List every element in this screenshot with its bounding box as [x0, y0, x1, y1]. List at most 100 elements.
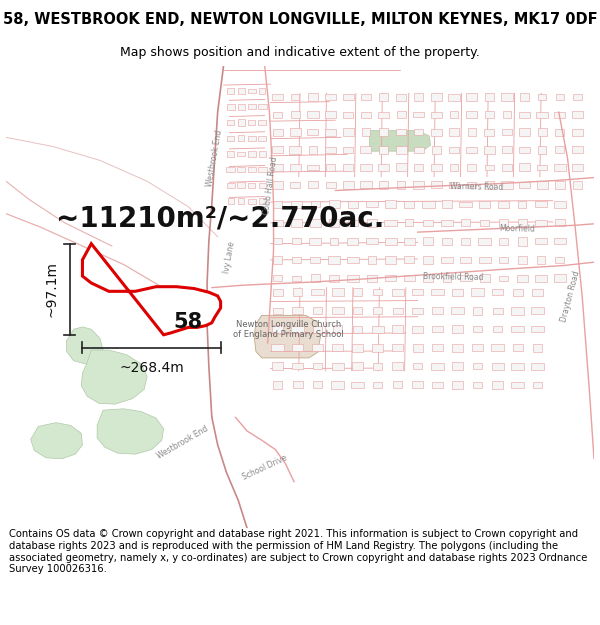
Bar: [332, 307, 344, 314]
Bar: [484, 129, 494, 136]
Bar: [238, 119, 245, 126]
Bar: [290, 111, 300, 118]
Bar: [392, 326, 403, 333]
Bar: [258, 168, 266, 172]
Bar: [533, 344, 542, 352]
Bar: [572, 181, 583, 189]
Bar: [555, 219, 565, 226]
Bar: [556, 146, 565, 153]
Bar: [272, 289, 283, 296]
Bar: [412, 308, 423, 314]
Bar: [431, 289, 444, 295]
Bar: [292, 363, 303, 369]
Bar: [311, 289, 324, 295]
Bar: [472, 344, 483, 351]
Bar: [556, 94, 564, 100]
Bar: [290, 128, 301, 136]
Bar: [271, 344, 284, 351]
Bar: [460, 257, 472, 263]
Bar: [485, 164, 494, 170]
Bar: [362, 129, 370, 136]
Bar: [511, 326, 524, 332]
Bar: [572, 129, 583, 136]
Bar: [520, 93, 529, 101]
Bar: [372, 344, 383, 352]
Bar: [535, 201, 547, 208]
Bar: [272, 146, 283, 154]
Bar: [572, 146, 583, 153]
Bar: [361, 94, 371, 100]
Bar: [452, 326, 463, 333]
Bar: [328, 256, 340, 264]
Bar: [248, 104, 256, 109]
Bar: [347, 257, 359, 263]
Bar: [325, 147, 336, 152]
Bar: [291, 219, 302, 227]
Bar: [272, 129, 283, 136]
Bar: [307, 111, 319, 118]
Bar: [258, 136, 266, 141]
Bar: [378, 164, 389, 171]
Bar: [293, 288, 302, 296]
Bar: [412, 289, 423, 295]
Bar: [248, 199, 256, 204]
Bar: [471, 288, 484, 296]
Bar: [373, 289, 382, 296]
Bar: [498, 201, 509, 208]
Bar: [307, 164, 319, 170]
Bar: [259, 88, 265, 94]
Bar: [480, 274, 490, 282]
Bar: [325, 111, 336, 118]
Bar: [412, 381, 423, 388]
Bar: [238, 152, 245, 156]
Bar: [273, 238, 283, 244]
Text: Newton Longville Church
of England Primary School: Newton Longville Church of England Prima…: [233, 319, 344, 339]
Bar: [392, 308, 403, 314]
Polygon shape: [81, 350, 147, 404]
Bar: [414, 93, 424, 101]
Bar: [519, 111, 530, 118]
Text: Contains OS data © Crown copyright and database right 2021. This information is : Contains OS data © Crown copyright and d…: [9, 529, 587, 574]
Bar: [227, 88, 234, 94]
Bar: [290, 182, 300, 188]
Bar: [238, 198, 244, 204]
Bar: [227, 136, 234, 141]
Bar: [555, 181, 565, 189]
Bar: [292, 257, 301, 263]
Bar: [466, 147, 477, 152]
Polygon shape: [82, 244, 221, 335]
Bar: [392, 344, 403, 351]
Bar: [473, 363, 482, 369]
Bar: [452, 362, 463, 370]
Bar: [449, 128, 459, 136]
Bar: [272, 164, 283, 171]
Bar: [310, 257, 320, 263]
Bar: [404, 276, 415, 281]
Bar: [291, 94, 299, 100]
Bar: [290, 164, 301, 171]
Bar: [512, 344, 523, 351]
Polygon shape: [67, 327, 103, 364]
Bar: [392, 289, 404, 296]
Bar: [432, 382, 443, 388]
Text: ~268.4m: ~268.4m: [119, 361, 184, 375]
Bar: [343, 181, 354, 189]
Bar: [373, 362, 382, 370]
Bar: [366, 201, 377, 208]
Bar: [347, 238, 358, 245]
Bar: [367, 219, 377, 227]
Bar: [329, 275, 339, 281]
Bar: [379, 181, 388, 189]
Bar: [313, 326, 322, 332]
Bar: [537, 181, 548, 189]
Bar: [332, 362, 344, 370]
Polygon shape: [370, 131, 431, 151]
Bar: [237, 182, 245, 189]
Bar: [449, 182, 459, 188]
Bar: [499, 238, 508, 244]
Bar: [531, 362, 544, 370]
Bar: [502, 164, 512, 171]
Bar: [492, 381, 503, 389]
Bar: [554, 274, 566, 282]
Bar: [259, 198, 266, 204]
